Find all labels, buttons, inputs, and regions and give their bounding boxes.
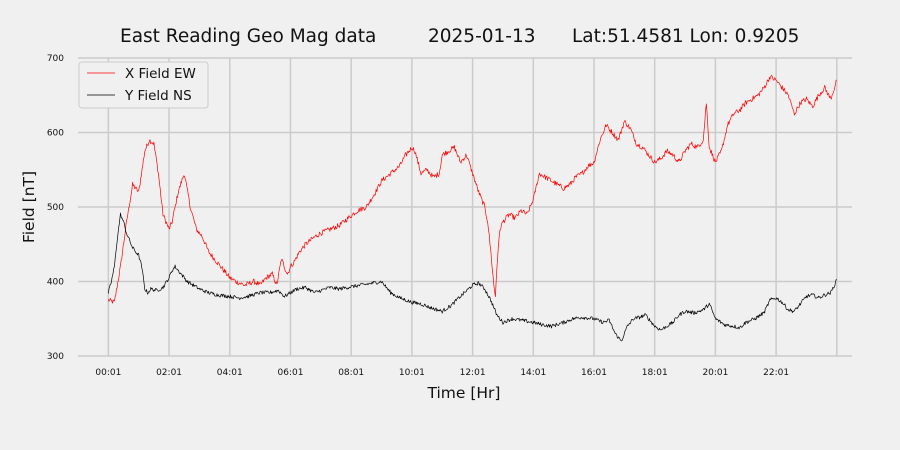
x-tick-label: 18:01	[642, 368, 668, 378]
x-tick-label: 10:01	[399, 368, 425, 378]
legend-box	[78, 61, 209, 109]
y-tick-label: 600	[47, 129, 64, 139]
y-tick-label: 500	[47, 203, 64, 213]
x-tick-label: 22:01	[763, 368, 789, 378]
series-line-x-field-ew	[108, 74, 837, 304]
chart-title: East Reading Geo Mag data 2025-01-13 Lat…	[120, 26, 799, 47]
chart-title-location: East Reading Geo Mag data	[120, 26, 376, 47]
series-line-y-field-ns	[108, 212, 837, 342]
y-axis-ticks: 300 400 500 600 700	[47, 54, 64, 362]
x-tick-label: 12:01	[460, 368, 486, 378]
x-tick-label: 08:01	[338, 368, 364, 378]
legend: X Field EW Y Field NS	[78, 61, 209, 109]
x-tick-label: 14:01	[520, 368, 546, 378]
x-axis-ticks: 00:01 02:01 04:01 06:01 08:01 10:01 12:01 14:01…	[95, 368, 789, 378]
x-tick-label: 20:01	[702, 368, 728, 378]
x-axis-label: Time [Hr]	[427, 384, 501, 402]
legend-label-x-field: X Field EW	[125, 66, 196, 82]
x-tick-label: 04:01	[217, 368, 243, 378]
legend-label-y-field: Y Field NS	[124, 88, 192, 104]
y-axis-label: Field [nT]	[20, 171, 38, 243]
x-tick-label: 00:01	[95, 368, 121, 378]
x-tick-label: 06:01	[278, 368, 304, 378]
y-tick-label: 300	[47, 352, 64, 362]
series-layer	[108, 74, 837, 342]
x-tick-label: 02:01	[156, 368, 182, 378]
chart-title-coordinates: Lat:51.4581 Lon: 0.9205	[572, 26, 799, 47]
y-tick-label: 700	[47, 54, 64, 64]
chart-title-date: 2025-01-13	[428, 26, 536, 47]
y-tick-label: 400	[47, 278, 64, 288]
x-tick-label: 16:01	[581, 368, 607, 378]
